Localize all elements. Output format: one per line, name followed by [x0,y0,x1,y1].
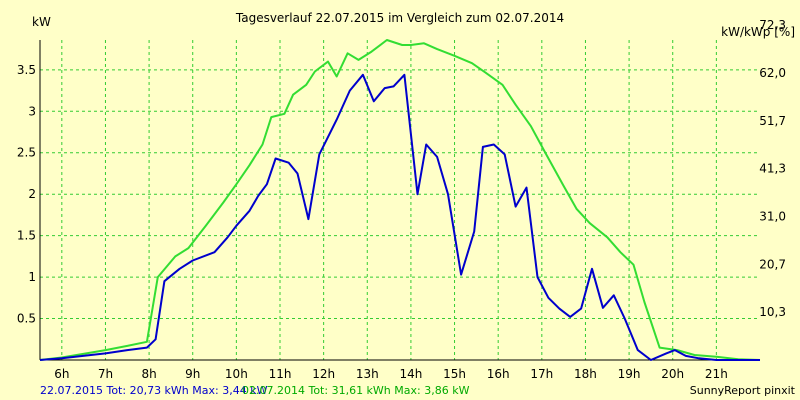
y2-axis-label: kW/kWp [%] [721,25,795,39]
y-axis-label: kW [32,15,51,29]
x-tick-label: 17h [530,367,553,381]
y-tick-label: 1 [28,270,36,284]
x-tick-label: 18h [574,367,597,381]
x-tick-label: 11h [269,367,292,381]
y-tick-label: 0.5 [17,312,36,326]
series-line-22.07.2015 [39,73,760,361]
y2-tick-label: 20,7 [759,257,786,271]
x-tick-label: 21h [705,367,728,381]
footer-summary-2014: 02.07.2014 Tot: 31,61 kWh Max: 3,86 kW [242,384,470,397]
x-tick-label: 6h [54,367,69,381]
chart-title: Tagesverlauf 22.07.2015 im Vergleich zum… [235,11,564,25]
x-tick-label: 19h [618,367,641,381]
footer-summary-2015: 22.07.2015 Tot: 20,73 kWh Max: 3,44 kW [40,384,268,397]
series-line-02.07.2014 [39,39,761,361]
y-tick-label: 2.5 [17,146,36,160]
x-tick-label: 10h [225,367,248,381]
x-tick-label: 13h [356,367,379,381]
tick-labels: 6h 7h 8h 9h 10h 11h 12h 13h 14h 15h 16h 17h 18h 19h 20… [17,18,786,381]
x-tick-label: 12h [312,367,335,381]
y2-tick-label: 72,3 [759,18,786,32]
x-tick-label: 8h [141,367,156,381]
footer-brand: SunnyReport pinxit [690,384,796,397]
y-tick-label: 2 [28,187,36,201]
grid [40,40,760,360]
x-tick-label: 7h [98,367,113,381]
y-tick-label: 3.5 [17,63,36,77]
x-tick-label: 15h [443,367,466,381]
x-tick-label: 20h [661,367,684,381]
y2-tick-label: 31,0 [759,210,786,224]
axes [39,40,760,361]
y2-tick-label: 51,7 [759,114,786,128]
y2-tick-label: 62,0 [759,66,786,80]
y2-tick-label: 41,3 [759,162,786,176]
y-tick-label: 3 [28,104,36,118]
y-tick-label: 1.5 [17,229,36,243]
series-layer [39,39,761,361]
x-tick-label: 9h [185,367,200,381]
y2-tick-label: 10,3 [759,305,786,319]
x-tick-label: 16h [487,367,510,381]
x-tick-label: 14h [399,367,422,381]
